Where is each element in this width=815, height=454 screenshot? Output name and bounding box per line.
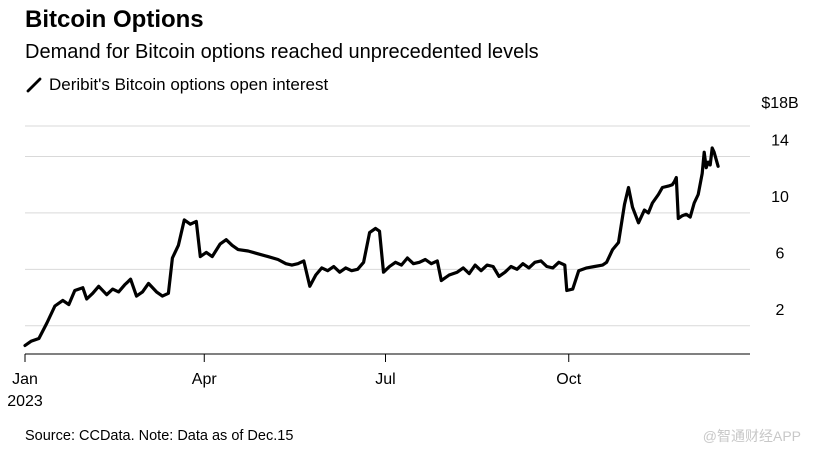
- series-line: [23, 146, 720, 348]
- x-tick-label: Jan: [12, 371, 38, 388]
- watermark: @智通财经APP: [702, 428, 801, 444]
- y-tick-label: 14: [771, 132, 789, 149]
- legend-label: Deribit's Bitcoin options open interest: [49, 75, 329, 94]
- legend: Deribit's Bitcoin options open interest: [25, 75, 328, 95]
- x-tick-sublabel: 2023: [7, 393, 43, 410]
- y-tick-label: $18B: [761, 95, 798, 112]
- x-tick-label: Oct: [556, 371, 581, 388]
- legend-line-icon: [26, 77, 42, 93]
- gridlines: [25, 125, 750, 327]
- series-layer: [23, 146, 720, 348]
- y-tick-label: 10: [771, 189, 789, 206]
- chart-title: Bitcoin Options: [25, 6, 204, 33]
- x-axis-ticks: Jan 2023 Apr Jul Oct: [7, 353, 750, 410]
- y-tick-label: 2: [776, 302, 785, 319]
- source-note: Source: CCData. Note: Data as of Dec.15: [25, 428, 294, 444]
- x-tick-label: Apr: [192, 371, 218, 388]
- y-tick-label: 6: [776, 245, 785, 262]
- x-tick-label: Jul: [375, 371, 395, 388]
- chart-subtitle: Demand for Bitcoin options reached unpre…: [25, 41, 539, 63]
- y-axis-ticks: 2 6 10 14 $18B: [761, 95, 798, 319]
